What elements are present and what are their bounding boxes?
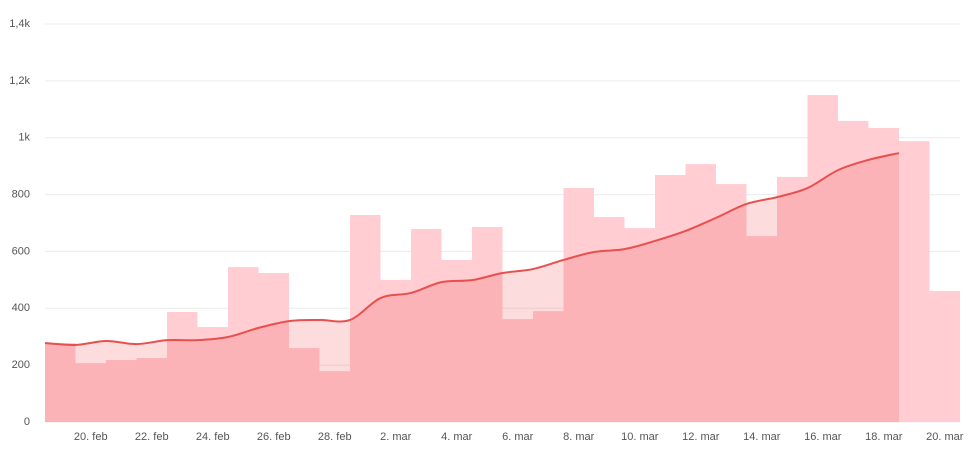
x-tick-label: 28. feb (318, 431, 352, 443)
bar (197, 327, 228, 422)
bar (441, 259, 472, 422)
y-tick-label: 1,2k (9, 75, 30, 87)
x-tick-label: 20. mar (926, 431, 964, 443)
bar (319, 371, 350, 422)
x-tick-label: 26. feb (257, 431, 291, 443)
bar (380, 279, 411, 422)
bar (502, 319, 533, 422)
bar (624, 228, 655, 422)
area (45, 153, 899, 422)
x-tick-label: 18. mar (865, 431, 903, 443)
bar (807, 95, 838, 423)
x-tick-label: 2. mar (380, 431, 412, 443)
bar (45, 342, 76, 422)
bar (136, 358, 167, 422)
y-tick-label: 200 (12, 359, 30, 371)
bar (838, 120, 869, 422)
x-tick-label: 4. mar (441, 431, 473, 443)
x-tick-label: 12. mar (682, 431, 720, 443)
line (44, 152, 900, 346)
y-tick-label: 0 (24, 416, 30, 428)
bar (868, 128, 899, 422)
x-tick-label: 20. feb (74, 431, 108, 443)
x-tick-label: 8. mar (563, 431, 595, 443)
bar (258, 273, 289, 422)
bar (106, 360, 137, 422)
bar (685, 164, 716, 422)
bar (655, 174, 686, 422)
x-tick-label: 10. mar (621, 431, 659, 443)
x-tick-label: 14. mar (743, 431, 781, 443)
y-tick-label: 600 (12, 245, 30, 257)
x-tick-label: 24. feb (196, 431, 230, 443)
bar (899, 141, 930, 422)
bar (533, 311, 564, 422)
bar (167, 311, 198, 422)
bar (289, 348, 320, 422)
x-tick-label: 6. mar (502, 431, 534, 443)
bar (228, 267, 259, 422)
bar (716, 184, 747, 422)
y-tick-label: 800 (12, 188, 30, 200)
bar (472, 226, 503, 422)
bar (746, 236, 777, 422)
bar (350, 215, 381, 422)
bar (411, 228, 442, 422)
y-tick-label: 1k (18, 132, 30, 144)
x-tick-label: 16. mar (804, 431, 842, 443)
bar (75, 363, 106, 422)
bar (777, 176, 808, 422)
bar (563, 188, 594, 422)
x-tick-label: 22. feb (135, 431, 169, 443)
y-tick-label: 1,4k (9, 18, 30, 30)
y-tick-label: 400 (12, 302, 30, 314)
bar (929, 290, 960, 422)
